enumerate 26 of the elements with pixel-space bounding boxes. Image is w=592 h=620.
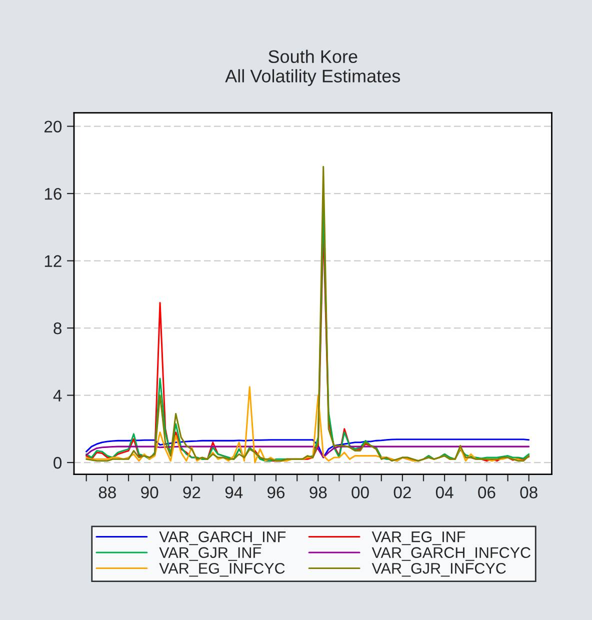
legend-label: VAR_GARCH_INFCYC — [372, 547, 530, 561]
x-tick-label: 06 — [478, 486, 496, 498]
legend-label: VAR_GARCH_INF — [159, 531, 286, 546]
x-tick-label: 88 — [98, 486, 116, 498]
x-tick-label: 98 — [310, 486, 327, 498]
x-tick-label: 94 — [225, 486, 243, 498]
line-series — [86, 446, 530, 458]
x-tick-label: 92 — [183, 486, 200, 498]
y-tick-label: 8 — [54, 322, 62, 334]
x-tick-label: 08 — [520, 486, 538, 498]
x-tick-label: 02 — [394, 486, 411, 498]
y-tick-label: 16 — [44, 188, 62, 200]
y-tick-label: 4 — [53, 390, 62, 402]
x-tick-label: 90 — [141, 486, 158, 498]
x-tick-label: 00 — [352, 486, 369, 498]
chart-title: South Kore All Volatility Estimates — [225, 50, 400, 86]
legend-label: VAR_EG_INFCYC — [159, 562, 285, 577]
y-tick-label: 20 — [44, 120, 62, 132]
x-tick-label: 96 — [267, 486, 285, 498]
legend-label: VAR_GJR_INFCYC — [372, 562, 506, 577]
line-series — [86, 438, 530, 458]
y-tick-label: 12 — [44, 255, 62, 267]
x-tick-label: 04 — [436, 486, 454, 498]
legend-label: VAR_GJR_INF — [159, 547, 261, 561]
y-tick-label: 0 — [54, 456, 62, 469]
legend-label: VAR_EG_INF — [372, 531, 466, 546]
